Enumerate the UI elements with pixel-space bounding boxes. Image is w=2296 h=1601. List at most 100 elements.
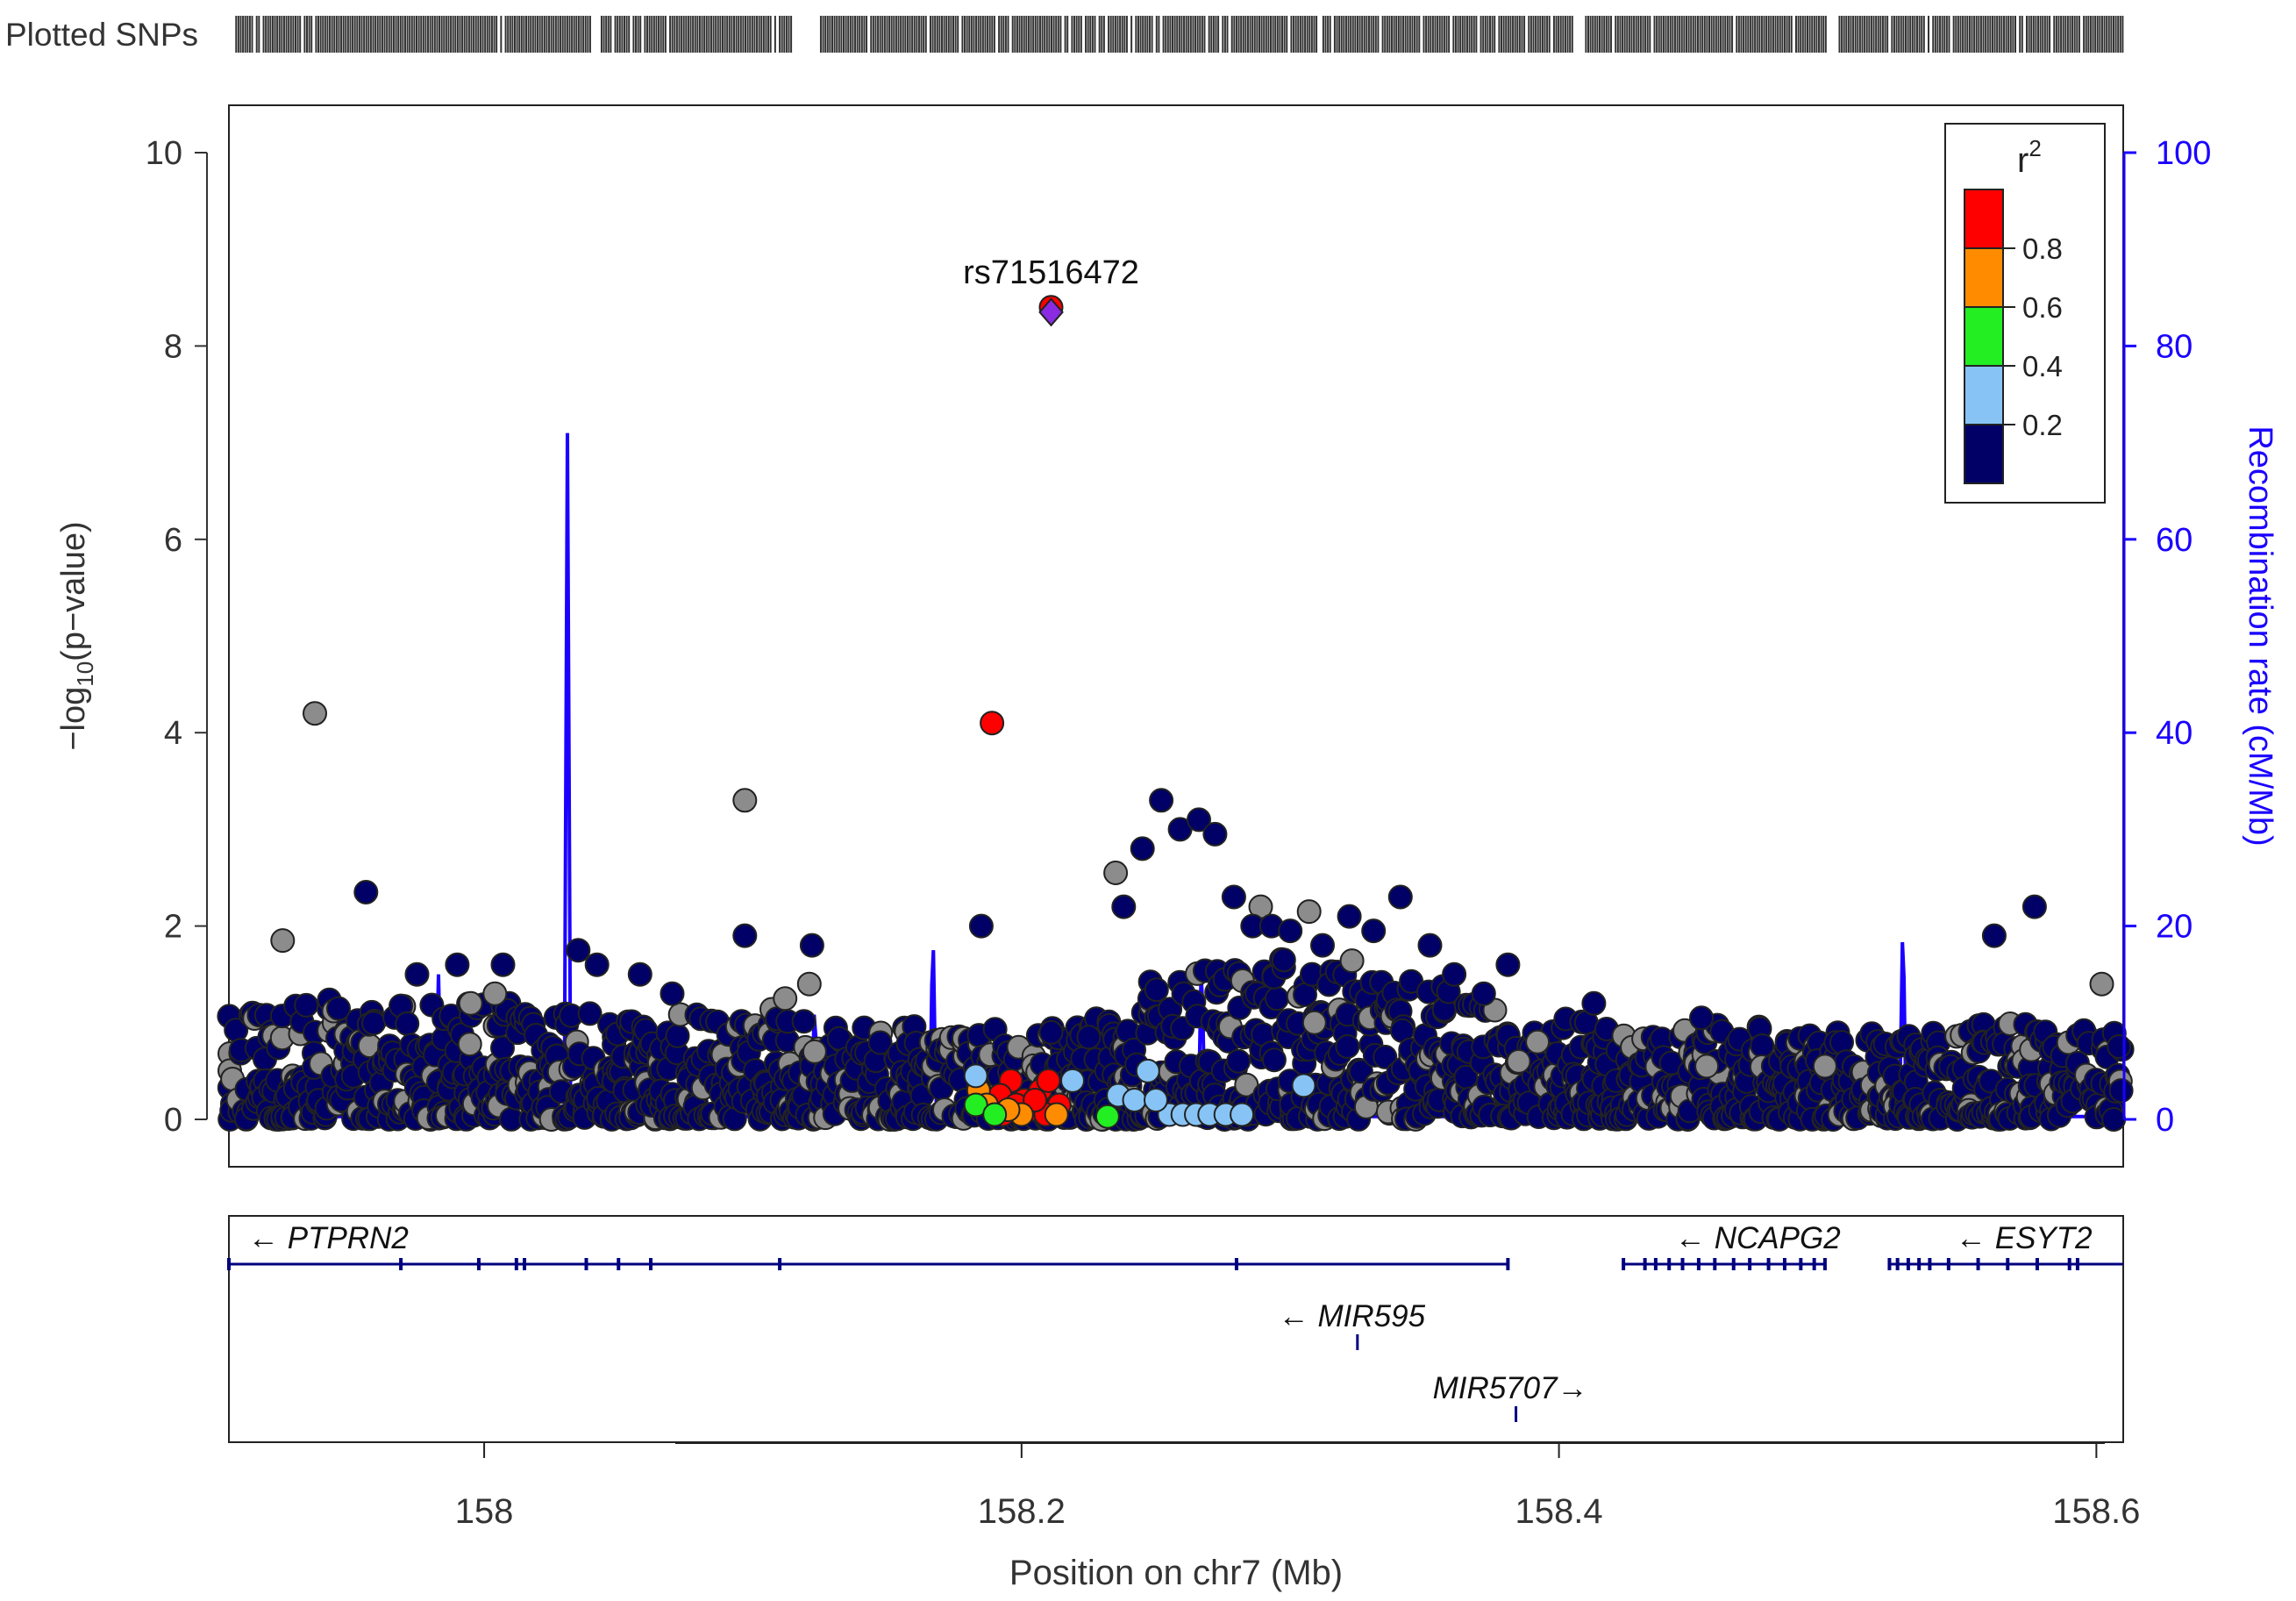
snp-point-lightblue [963,1063,988,1089]
legend-label: 0.2 [2022,409,2063,441]
snp-point-gray [1103,861,1129,885]
legend-label: 0.4 [2022,350,2063,382]
snp-point-navy [627,961,652,987]
snp-point-navy [326,996,351,1021]
snp-point-navy [490,952,516,977]
snp-point-navy [1689,1005,1714,1031]
snp-point-navy [2021,894,2047,919]
y-right-tick-label: 80 [2156,328,2193,365]
snp-point-lightblue [1144,1088,1168,1112]
snp-point-navy [566,938,591,963]
y-right-tick-label: 20 [2156,909,2193,946]
snp-point-navy [361,1011,386,1036]
snp-point-navy [1278,918,1303,944]
snp-point-navy [1261,1047,1287,1073]
snp-point-navy [353,880,379,904]
legend-swatch [1964,306,2004,367]
snp-point-navy [1130,836,1155,861]
snp-point-navy [1038,1019,1064,1045]
snp-point-navy [1981,923,2007,948]
snp-point-lightblue [1291,1073,1316,1098]
snp-point-lightblue [1135,1058,1160,1083]
y-right-tick-label: 0 [2156,1102,2174,1139]
snp-point-navy [660,981,685,1006]
snp-point-navy [577,1001,603,1026]
snp-point-navy [1226,1048,1251,1074]
snp-point-gray [1339,948,1365,974]
legend-swatch [1964,365,2004,425]
y-axis-left: 0 2 4 6 8 10 [146,135,208,1139]
gene-label-mir5707: MIR5707→ [1433,1371,1588,1405]
legend-label: 0.8 [2022,232,2063,265]
snp-point-navy [1149,788,1174,813]
legend-swatch [1964,189,2004,249]
y-axis-right-label: Recombination rate (cM/Mb) [2242,425,2278,846]
snp-point-navy [1373,1044,1398,1069]
snp-point-navy [1581,990,1607,1016]
legend-swatch [1964,424,2004,484]
snp-point-navy [1144,977,1169,1003]
snp-point-navy [2108,1078,2134,1104]
lead-snp-marker [1038,297,1064,327]
snp-point-navy [1337,904,1362,929]
x-tick-label: 158.4 [1515,1492,1603,1531]
snp-point-navy [294,992,319,1018]
snp-points [217,295,2135,1132]
snp-point-gray [1525,1029,1551,1054]
plotted-snps-label: Plotted SNPs [5,17,198,53]
y-left-tick-label: 2 [164,909,182,946]
y-left-tick-label: 6 [164,522,182,559]
gene-label-mir595: ← MIR595 [1279,1299,1426,1333]
gene-label-ncapg2: ← NCAPG2 [1675,1221,1841,1255]
snp-point-gray [1301,1010,1327,1035]
snp-point-gray [303,701,327,726]
snp-point-navy [1271,947,1296,973]
snp-point-navy [404,961,430,987]
snp-point-gray [2089,971,2114,997]
snp-point-navy [1335,1034,1360,1059]
snp-point-gray [458,990,483,1016]
snp-point-navy [1264,986,1289,1011]
y-right-tick-label: 60 [2156,522,2193,559]
y-axis-left-label: −log10(p−value) [55,521,98,750]
snp-point-navy [2107,1034,2132,1059]
y-axis-right: 0 20 40 60 80 100 [2122,135,2211,1139]
snp-point-navy [1361,918,1387,944]
lead-snp-label: rs71516472 [963,254,1139,291]
y-left-tick-label: 8 [164,328,182,365]
snp-point-navy [1111,894,1137,919]
snp-point-gray [773,986,798,1011]
y-left-tick-label: 0 [164,1102,182,1139]
snp-point-gray [1506,1048,1531,1074]
x-axis: 158 158.2 158.4 158.6 [455,1442,2140,1531]
plotted-snps-rug [235,16,2124,53]
snp-point-navy [1310,933,1335,958]
y-left-tick-label: 10 [146,135,182,172]
legend-title: r2 [2017,135,2042,180]
x-tick-label: 158 [455,1492,514,1531]
snp-point-red [1036,1068,1061,1093]
x-axis-label: Position on chr7 (Mb) [1009,1554,1343,1592]
snp-point-navy [1495,952,1521,977]
snp-point-gray [1812,1054,1837,1079]
r2-legend: r2 0.8 0.6 0.4 0.2 [1944,123,2106,504]
snp-point-gray [1296,899,1322,925]
snp-point-navy [799,933,824,958]
gene-label-esyt2: ← ESYT2 [1956,1221,2093,1255]
snp-point-gray [457,1032,482,1057]
snp-point-gray [732,788,758,813]
snp-point-navy [445,952,470,977]
snp-point-lightblue [1230,1102,1255,1127]
snp-point-gray [1694,1054,1720,1079]
snp-point-red [980,711,1005,736]
y-right-tick-label: 40 [2156,715,2193,752]
snp-point-green [982,1102,1008,1127]
snp-point-navy [732,923,758,948]
snp-point-navy [791,1009,816,1034]
snp-point-gray [802,1039,827,1064]
snp-point-navy [1387,884,1413,910]
snp-point-orange [1044,1102,1069,1127]
x-tick-label: 158.2 [978,1492,1066,1531]
